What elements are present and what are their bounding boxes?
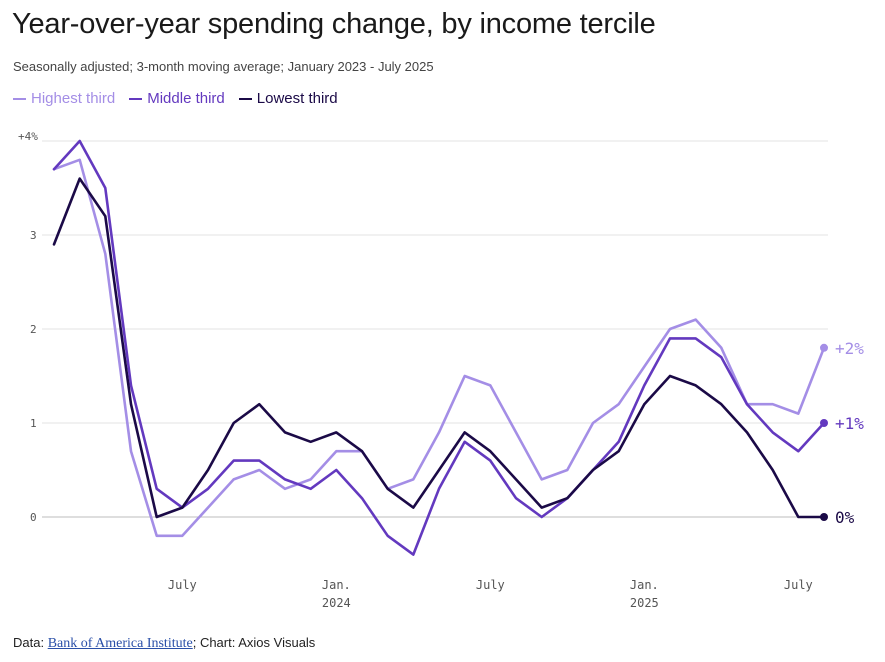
x-tick-sublabel: 2024 xyxy=(322,596,351,610)
source-note: Data: Bank of America Institute; Chart: … xyxy=(13,635,315,652)
x-tick-label: July xyxy=(168,578,197,592)
grid-layer xyxy=(42,140,828,518)
legend-item-lowest: Lowest third xyxy=(238,90,338,107)
legend-label-middle: Middle third xyxy=(147,90,225,107)
legend-swatch-highest xyxy=(13,97,26,100)
end-label-middle: +1% xyxy=(835,414,864,433)
source-suffix: ; Chart: Axios Visuals xyxy=(192,635,316,650)
y-tick-label: 0 xyxy=(30,511,37,524)
source-prefix: Data: xyxy=(13,635,48,650)
chart-subtitle: Seasonally adjusted; 3-month moving aver… xyxy=(13,59,434,74)
series-layer xyxy=(52,139,828,556)
x-tick-label: July xyxy=(476,578,505,592)
series-line-lowest xyxy=(52,177,826,519)
axis-layer: +4% 3 2 1 0 July Jan. 2024 July Jan. 2025 July xyxy=(18,130,813,610)
legend-item-middle: Middle third xyxy=(129,90,225,107)
x-tick-label: July xyxy=(784,578,813,592)
legend-swatch-lowest xyxy=(238,97,252,100)
end-label-highest: +2% xyxy=(835,339,864,358)
x-tick-label: Jan. xyxy=(322,578,351,592)
legend-swatch-middle xyxy=(129,97,143,100)
legend-label-highest: Highest third xyxy=(31,90,116,107)
y-tick-label: 3 xyxy=(30,229,37,242)
x-tick-label: Jan. xyxy=(630,578,659,592)
y-tick-label: 2 xyxy=(30,323,37,336)
legend-label-lowest: Lowest third xyxy=(256,90,338,107)
end-point-highest xyxy=(820,343,828,352)
end-point-lowest xyxy=(820,513,828,521)
y-tick-label: +4% xyxy=(18,130,38,143)
series-line-highest xyxy=(52,158,826,538)
source-link[interactable]: Bank of America Institute xyxy=(47,636,193,651)
end-label-lowest: 0% xyxy=(835,508,855,527)
legend: Highest third Middle third Lowest third xyxy=(13,90,338,107)
series-line-middle xyxy=(52,139,826,556)
end-label-layer: +2% +1% 0% xyxy=(835,339,864,527)
legend-item-highest: Highest third xyxy=(13,90,115,107)
x-tick-sublabel: 2025 xyxy=(630,596,659,610)
chart-title: Year-over-year spending change, by incom… xyxy=(12,8,656,40)
end-point-middle xyxy=(820,419,828,427)
y-tick-label: 1 xyxy=(30,417,37,430)
